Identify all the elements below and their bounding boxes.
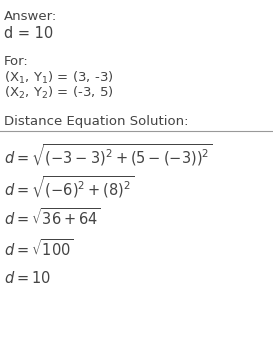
Text: $d = \sqrt{36+64}$: $d = \sqrt{36+64}$ <box>4 207 101 228</box>
Text: $d = \sqrt{100}$: $d = \sqrt{100}$ <box>4 238 74 259</box>
Text: (X$_2$, Y$_2$) = (-3, 5): (X$_2$, Y$_2$) = (-3, 5) <box>4 85 114 101</box>
Text: Distance Equation Solution:: Distance Equation Solution: <box>4 115 188 128</box>
Text: $d = \sqrt{(-6)^2+(8)^2}$: $d = \sqrt{(-6)^2+(8)^2}$ <box>4 175 135 200</box>
Text: Answer:: Answer: <box>4 10 57 23</box>
Text: $d = \sqrt{(-3-3)^2+(5-(-3))^2}$: $d = \sqrt{(-3-3)^2+(5-(-3))^2}$ <box>4 143 213 168</box>
Text: (X$_1$, Y$_1$) = (3, -3): (X$_1$, Y$_1$) = (3, -3) <box>4 70 114 86</box>
Text: For:: For: <box>4 55 29 68</box>
Text: $d = 10$: $d = 10$ <box>4 270 51 286</box>
Text: d = 10: d = 10 <box>4 26 53 41</box>
